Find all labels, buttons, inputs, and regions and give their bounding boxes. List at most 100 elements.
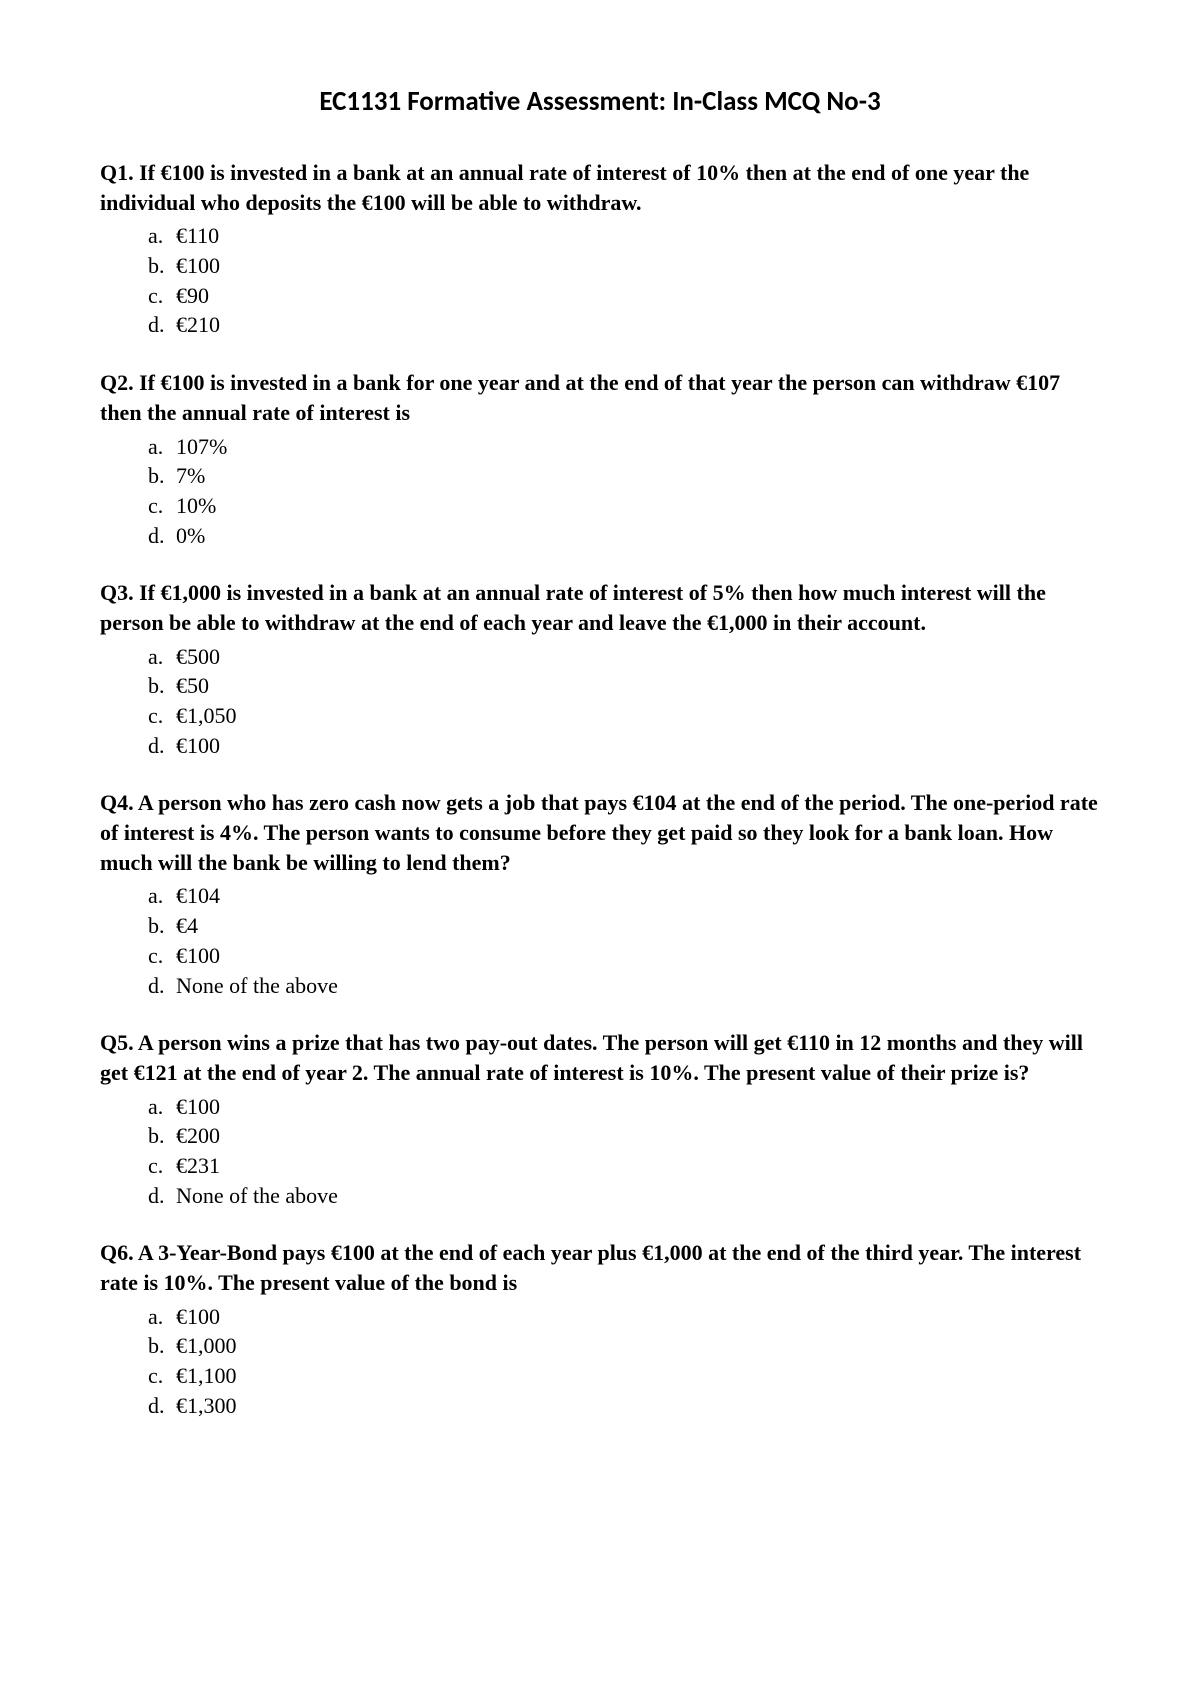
option-item: b.€50	[148, 671, 1100, 701]
option-item: b.7%	[148, 461, 1100, 491]
question-block: Q1. If €100 is invested in a bank at an …	[100, 158, 1100, 340]
option-letter: a.	[148, 1302, 176, 1332]
option-item: b.€1,000	[148, 1331, 1100, 1361]
option-text: €1,100	[176, 1363, 237, 1388]
option-letter: c.	[148, 1361, 176, 1391]
option-letter: c.	[148, 941, 176, 971]
option-letter: c.	[148, 1151, 176, 1181]
option-item: d.None of the above	[148, 1181, 1100, 1211]
question-text: Q2. If €100 is invested in a bank for on…	[100, 368, 1100, 427]
question-block: Q6. A 3-Year-Bond pays €100 at the end o…	[100, 1238, 1100, 1420]
option-text: €100	[176, 1094, 220, 1119]
option-letter: d.	[148, 310, 176, 340]
option-item: b.€100	[148, 251, 1100, 281]
question-body: A person wins a prize that has two pay-o…	[100, 1030, 1083, 1085]
page-title: EC1131 Formative Assessment: In-Class MC…	[100, 85, 1100, 118]
question-text: Q1. If €100 is invested in a bank at an …	[100, 158, 1100, 217]
option-letter: b.	[148, 461, 176, 491]
option-letter: c.	[148, 281, 176, 311]
option-text: €50	[176, 673, 209, 698]
question-label: Q5.	[100, 1030, 134, 1055]
option-item: a.107%	[148, 432, 1100, 462]
question-text: Q3. If €1,000 is invested in a bank at a…	[100, 578, 1100, 637]
option-letter: a.	[148, 1092, 176, 1122]
question-text: Q5. A person wins a prize that has two p…	[100, 1028, 1100, 1087]
question-block: Q3. If €1,000 is invested in a bank at a…	[100, 578, 1100, 760]
question-body: If €1,000 is invested in a bank at an an…	[100, 580, 1046, 635]
option-item: b.€200	[148, 1121, 1100, 1151]
option-letter: a.	[148, 881, 176, 911]
options-list: a.€100b.€200c.€231d.None of the above	[100, 1092, 1100, 1211]
option-text: €210	[176, 312, 220, 337]
option-item: c.€1,050	[148, 701, 1100, 731]
option-text: €1,300	[176, 1393, 237, 1418]
option-letter: c.	[148, 491, 176, 521]
option-letter: b.	[148, 1121, 176, 1151]
option-text: €1,050	[176, 703, 237, 728]
option-text: 0%	[176, 523, 205, 548]
option-letter: d.	[148, 521, 176, 551]
options-list: a.€100b.€1,000c.€1,100d.€1,300	[100, 1302, 1100, 1421]
question-label: Q4.	[100, 790, 134, 815]
option-item: c.10%	[148, 491, 1100, 521]
option-letter: c.	[148, 701, 176, 731]
option-text: €100	[176, 733, 220, 758]
option-text: None of the above	[176, 1183, 338, 1208]
question-body: If €100 is invested in a bank for one ye…	[100, 370, 1060, 425]
option-text: €104	[176, 883, 220, 908]
option-letter: b.	[148, 1331, 176, 1361]
options-list: a.€500b.€50c.€1,050d.€100	[100, 642, 1100, 761]
option-letter: b.	[148, 671, 176, 701]
question-text: Q6. A 3-Year-Bond pays €100 at the end o…	[100, 1238, 1100, 1297]
option-item: d.0%	[148, 521, 1100, 551]
option-text: €110	[176, 223, 219, 248]
option-item: d.None of the above	[148, 971, 1100, 1001]
options-list: a.€110b.€100c.€90d.€210	[100, 221, 1100, 340]
question-block: Q4. A person who has zero cash now gets …	[100, 788, 1100, 1000]
option-item: d.€210	[148, 310, 1100, 340]
option-text: 7%	[176, 463, 205, 488]
question-block: Q5. A person wins a prize that has two p…	[100, 1028, 1100, 1210]
question-label: Q6.	[100, 1240, 134, 1265]
option-text: €100	[176, 253, 220, 278]
option-letter: b.	[148, 911, 176, 941]
option-letter: d.	[148, 1181, 176, 1211]
option-item: c.€1,100	[148, 1361, 1100, 1391]
question-text: Q4. A person who has zero cash now gets …	[100, 788, 1100, 877]
option-item: b.€4	[148, 911, 1100, 941]
option-letter: a.	[148, 221, 176, 251]
question-body: A person who has zero cash now gets a jo…	[100, 790, 1098, 874]
option-letter: b.	[148, 251, 176, 281]
questions-container: Q1. If €100 is invested in a bank at an …	[100, 158, 1100, 1420]
option-letter: a.	[148, 432, 176, 462]
options-list: a.€104b.€4c.€100d.None of the above	[100, 881, 1100, 1000]
option-text: €500	[176, 644, 220, 669]
option-letter: a.	[148, 642, 176, 672]
option-item: d.€100	[148, 731, 1100, 761]
option-text: 10%	[176, 493, 216, 518]
question-label: Q2.	[100, 370, 134, 395]
option-text: None of the above	[176, 973, 338, 998]
option-text: €90	[176, 283, 209, 308]
option-letter: d.	[148, 731, 176, 761]
option-text: €100	[176, 1304, 220, 1329]
option-item: c.€231	[148, 1151, 1100, 1181]
option-item: a.€100	[148, 1302, 1100, 1332]
option-text: €100	[176, 943, 220, 968]
option-text: €1,000	[176, 1333, 237, 1358]
option-letter: d.	[148, 1391, 176, 1421]
options-list: a.107%b.7%c.10%d.0%	[100, 432, 1100, 551]
option-text: 107%	[176, 434, 227, 459]
option-item: d.€1,300	[148, 1391, 1100, 1421]
option-item: c.€90	[148, 281, 1100, 311]
question-block: Q2. If €100 is invested in a bank for on…	[100, 368, 1100, 550]
question-body: A 3-Year-Bond pays €100 at the end of ea…	[100, 1240, 1081, 1295]
option-letter: d.	[148, 971, 176, 1001]
option-item: a.€100	[148, 1092, 1100, 1122]
option-text: €231	[176, 1153, 220, 1178]
question-body: If €100 is invested in a bank at an annu…	[100, 160, 1029, 215]
option-text: €4	[176, 913, 198, 938]
option-item: a.€104	[148, 881, 1100, 911]
option-item: a.€500	[148, 642, 1100, 672]
option-item: a.€110	[148, 221, 1100, 251]
